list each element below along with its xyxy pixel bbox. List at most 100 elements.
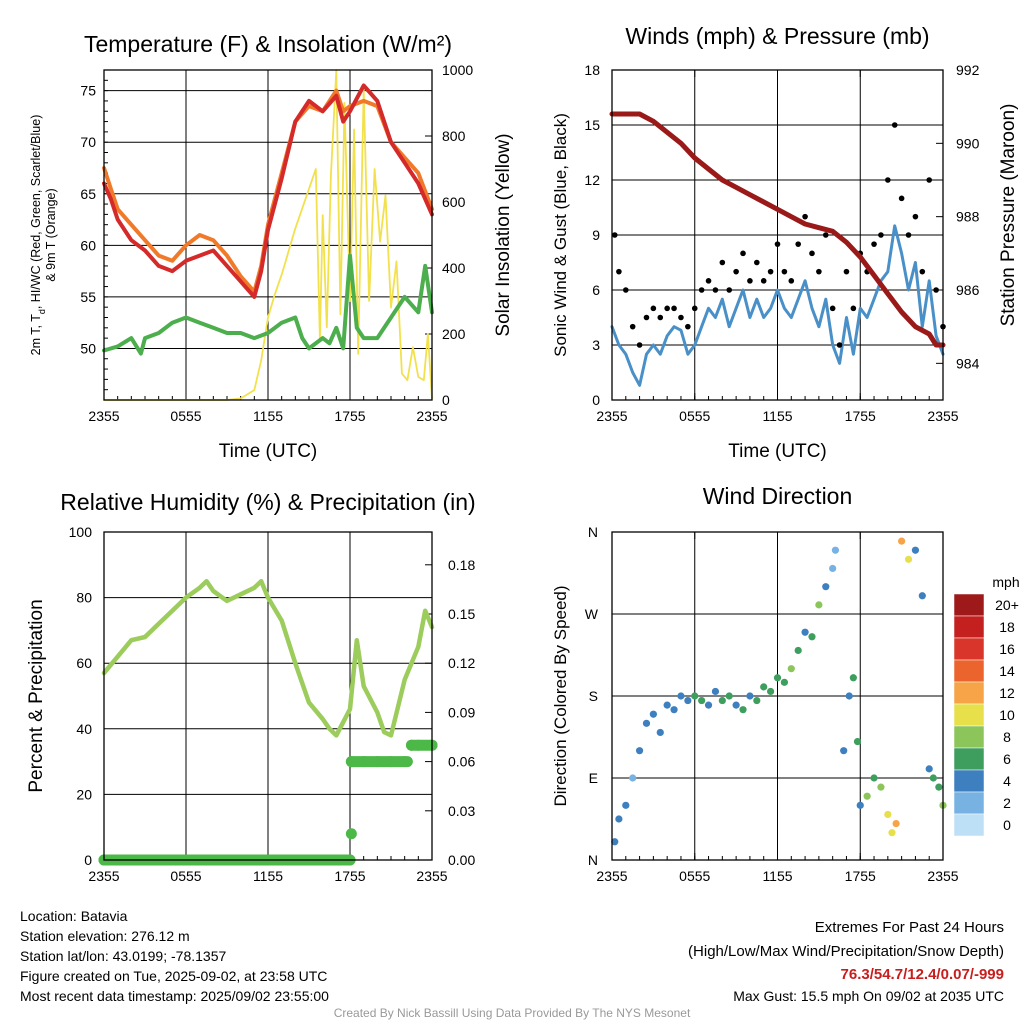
x-tick-label: 1755 [845, 868, 876, 884]
y2-tick-label: 986 [956, 282, 980, 298]
gust-point [698, 287, 705, 293]
x-tick-label: 2355 [927, 408, 958, 424]
colorbar-label: 12 [999, 685, 1015, 701]
extremes-values: 76.3/54.7/12.4/0.07/-999 [840, 966, 1004, 983]
insolation-ylabel: Solar Insolation (Yellow) [493, 133, 514, 336]
gust-point [664, 305, 670, 312]
gust-point [816, 268, 822, 275]
elevation-text: Station elevation: 276.12 m [20, 928, 190, 944]
y-tick-label: 55 [80, 289, 96, 305]
gust-point [657, 314, 664, 321]
direction-point [656, 728, 664, 737]
gust-point [726, 287, 733, 293]
x-tick-label: 1155 [762, 868, 792, 884]
y-tick-label: S [589, 688, 598, 704]
y2-tick-label: 0.15 [448, 606, 475, 622]
colorbar-swatch [953, 637, 985, 661]
colorbar-label: 10 [999, 707, 1015, 723]
direction-point [870, 774, 878, 782]
y2-tick-label: 0.12 [448, 655, 475, 671]
winds-chart: 0 3 6 9 12 15 18 984 986 988 990 992 2355 0555 1155 175… [551, 23, 1019, 462]
y-tick-label: 3 [592, 337, 600, 353]
y2-tick-label: 988 [956, 209, 980, 225]
gust-point [926, 177, 933, 183]
y-tick-label: 100 [69, 524, 93, 540]
humidity-ylabel: Percent & Precipitation [26, 599, 47, 792]
max-gust-text: Max Gust: 15.5 mph On 09/02 at 2035 UTC [733, 988, 1004, 1004]
humidity-plot-frame [103, 531, 433, 861]
gust-point [822, 232, 829, 238]
gust-point [905, 232, 912, 238]
colorbar-label: 2 [1003, 795, 1011, 811]
direction-point [663, 701, 671, 709]
winds-plot-frame [611, 69, 944, 401]
direction-point [822, 583, 830, 591]
y-tick-label: 60 [76, 655, 92, 671]
colorbar-swatch [953, 593, 985, 617]
colorbar-label: 4 [1003, 773, 1011, 789]
direction-point [898, 537, 906, 545]
y2-tick-label: 800 [442, 128, 466, 144]
colorbar-swatch [953, 615, 985, 639]
direction-point [801, 628, 809, 636]
y-tick-label: N [588, 524, 598, 540]
colorbar-swatch [953, 725, 985, 749]
direction-point [615, 815, 623, 823]
direction-point [904, 555, 913, 563]
direction-point [808, 633, 816, 641]
direction-point [611, 838, 619, 846]
gust-point [919, 268, 926, 275]
x-tick-label: 0555 [170, 408, 201, 424]
colorbar-label: 8 [1003, 729, 1011, 745]
x-tick-label: 2355 [927, 868, 958, 884]
series-line-pressure [609, 111, 946, 348]
colorbar-unit: mph [992, 574, 1019, 590]
y-tick-label: 0 [84, 852, 92, 868]
y2-tick-label: 0.18 [448, 557, 475, 573]
series-line-sonic-wind [610, 224, 945, 387]
y2-tick-label: 990 [956, 135, 980, 151]
direction-point [845, 692, 853, 700]
y-tick-label: 9 [592, 227, 600, 243]
winds-ylabel: Sonic Wind & Gust (Blue, Black) [551, 113, 570, 357]
latlon-text: Station lat/lon: 43.0199; -78.1357 [20, 948, 227, 964]
x-tick-label: 1155 [762, 408, 792, 424]
y-tick-label: 80 [76, 590, 92, 606]
x-tick-label: 1755 [845, 408, 876, 424]
temperature-ylabel: 2m T, Td, HI/WC (Red, Green, Scarlet/Blu… [29, 115, 47, 356]
direction-point [649, 710, 657, 718]
gust-point [712, 287, 719, 293]
y2-tick-label: 984 [956, 355, 980, 371]
gust-point [871, 241, 877, 247]
direction-point [760, 683, 768, 691]
direction-point [746, 692, 754, 700]
colorbar-swatch [953, 681, 985, 705]
winds-xlabel: Time (UTC) [728, 441, 827, 462]
direction-point [794, 646, 802, 655]
y2-tick-label: 992 [956, 62, 980, 78]
colorbar-label: 16 [999, 641, 1015, 657]
direction-point [918, 592, 926, 600]
direction-point [911, 546, 920, 554]
colorbar-swatch [953, 813, 985, 837]
series-line-insolation [103, 69, 433, 401]
x-tick-label: 0555 [170, 868, 201, 884]
colorbar-label: 6 [1003, 751, 1011, 767]
gust-point [733, 268, 739, 275]
y2-tick-label: 400 [442, 260, 466, 276]
direction-point [884, 810, 892, 819]
direction-point [877, 783, 885, 791]
x-tick-label: 2355 [88, 868, 119, 884]
gust-point [836, 342, 843, 348]
y-tick-label: E [589, 770, 598, 786]
direction-point [629, 774, 637, 782]
direction-point [753, 696, 761, 705]
series-line-td [102, 253, 434, 356]
gust-point [912, 213, 919, 220]
x-tick-label: 2355 [416, 868, 447, 884]
y-tick-label: 18 [584, 62, 600, 78]
y-tick-label: 12 [584, 172, 600, 188]
gust-point [898, 195, 905, 202]
precip-point [345, 828, 357, 840]
